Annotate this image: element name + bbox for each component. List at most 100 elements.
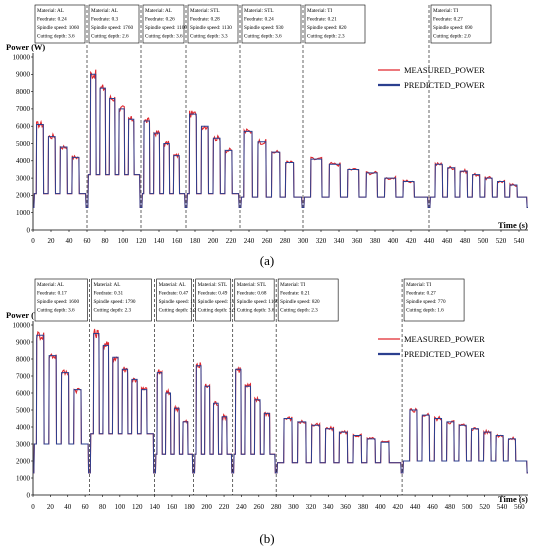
legend: MEASURED_POWER PREDICTED_POWER xyxy=(378,65,485,90)
param-box: Material: AL Feedrate: 0.17 Spindle speed:… xyxy=(34,278,88,322)
y-tick-label: 6000 xyxy=(16,389,31,397)
param-cutting-depth: Cutting depth: 2.0 xyxy=(433,34,471,40)
x-tick-label: 220 xyxy=(219,503,230,511)
x-tick-label: 120 xyxy=(136,237,147,245)
param-box: Material: AL Feedrate: 0.24 Spindle speed:… xyxy=(34,4,86,44)
chart-2: 0100020003000400050006000700080009000100… xyxy=(6,278,528,546)
y-tick-label: 1000 xyxy=(16,209,31,217)
x-tick-label: 220 xyxy=(226,237,237,245)
x-tick-label: 60 xyxy=(82,503,90,511)
y-tick-label: 0 xyxy=(27,226,31,234)
param-spindle-speed: Spindle speed: 690 xyxy=(433,25,473,31)
param-cutting-depth: Cutting depth: 3.3 xyxy=(190,34,228,40)
param-spindle-speed: Spindle speed: 1166 xyxy=(237,299,279,305)
x-tick-label: 40 xyxy=(66,237,74,245)
param-feedrate: Feedrate: 0.24 xyxy=(244,17,274,23)
series-predicted-power xyxy=(33,333,528,474)
x-tick-label: 520 xyxy=(479,503,490,511)
param-feedrate: Feedrate: 0.47 xyxy=(159,291,189,297)
param-material: Material: AL xyxy=(93,282,120,288)
x-tick-label: 440 xyxy=(424,237,435,245)
param-box-frame xyxy=(304,4,366,44)
param-cutting-depth: Cutting depth: 3.6 xyxy=(237,308,275,314)
x-tick-label: 100 xyxy=(118,237,129,245)
param-box-frame xyxy=(91,278,152,322)
param-cutting-depth: Cutting depth: 3.6 xyxy=(37,308,75,314)
param-feedrate: Feedrate: 0.27 xyxy=(406,291,436,297)
param-spindle-speed: Spindle speed: 1160 xyxy=(198,299,240,305)
param-box: Material: TI Feedrate: 0.27 Spindle speed:… xyxy=(430,4,492,44)
param-cutting-depth: Cutting depth: 2.3 xyxy=(93,308,131,314)
y-tick-label: 4000 xyxy=(16,423,31,431)
param-feedrate: Feedrate: 0.21 xyxy=(280,291,310,297)
param-box-frame xyxy=(403,278,465,322)
x-tick-label: 340 xyxy=(323,503,334,511)
x-tick-label: 180 xyxy=(184,503,195,511)
x-tick-label: 260 xyxy=(254,503,265,511)
x-tick-label: 340 xyxy=(334,237,345,245)
param-material: Material: TI xyxy=(433,8,458,14)
param-material: Material: TI xyxy=(307,8,332,14)
param-feedrate: Feedrate: 0.27 xyxy=(433,17,463,23)
param-box: Material: STL Feedrate: 0.24 Spindle speed… xyxy=(241,4,302,44)
y-tick-label: 3000 xyxy=(16,174,31,182)
legend-label: MEASURED_POWER xyxy=(404,65,485,75)
x-tick-label: 20 xyxy=(47,503,55,511)
x-tick-label: 80 xyxy=(102,237,110,245)
x-tick-label: 300 xyxy=(288,503,299,511)
param-box-frame xyxy=(34,4,86,44)
x-tick-label: 400 xyxy=(388,237,399,245)
param-feedrate: Feedrate: 0.68 xyxy=(237,291,267,297)
x-tick-label: 540 xyxy=(497,503,508,511)
param-material: Material: AL xyxy=(37,8,64,14)
param-feedrate: Feedrate: 0.31 xyxy=(93,291,123,297)
param-spindle-speed: Spindle speed: 820 xyxy=(307,25,347,31)
x-tick-label: 420 xyxy=(392,503,403,511)
param-box-frame xyxy=(187,4,239,44)
param-material: Material: TI xyxy=(406,282,431,288)
x-tick-label: 200 xyxy=(201,503,212,511)
param-feedrate: Feedrate: 0.28 xyxy=(190,17,220,23)
param-cutting-depth: Cutting depth: 3.3 xyxy=(198,308,236,314)
y-tick-label: 10000 xyxy=(13,53,31,61)
param-box-frame xyxy=(156,278,192,322)
param-feedrate: Feedrate: 0.49 xyxy=(198,291,228,297)
x-tick-label: 40 xyxy=(64,503,72,511)
legend-label: PREDICTED_POWER xyxy=(404,349,485,359)
param-box-frame xyxy=(142,4,185,44)
param-feedrate: Feedrate: 0.24 xyxy=(37,17,67,23)
x-tick-label: 320 xyxy=(316,237,327,245)
param-spindle-speed: Spindle speed: 1790 xyxy=(93,299,135,305)
x-tick-label: 380 xyxy=(358,503,369,511)
param-feedrate: Feedrate: 0.3 xyxy=(91,17,118,23)
param-material: Material: STL xyxy=(198,282,228,288)
param-box-frame xyxy=(88,4,140,44)
x-tick-label: 560 xyxy=(514,503,525,511)
param-material: Material: STL xyxy=(237,282,267,288)
param-spindle-speed: Spindle speed: 1060 xyxy=(37,25,79,31)
legend-label: MEASURED_POWER xyxy=(404,334,485,344)
y-axis-title: Power (W) xyxy=(6,310,45,320)
y-tick-label: 1000 xyxy=(16,474,31,482)
x-tick-label: 160 xyxy=(172,237,183,245)
x-tick-label: 280 xyxy=(271,503,282,511)
param-cutting-depth: Cutting depth: 3.6 xyxy=(145,34,183,40)
y-tick-label: 5000 xyxy=(16,406,31,414)
x-axis-title: Time (s) xyxy=(498,494,528,504)
x-tick-label: 500 xyxy=(462,503,473,511)
param-cutting-depth: Cutting depth: 2.6 xyxy=(91,34,129,40)
param-feedrate: Feedrate: 0.21 xyxy=(307,17,337,23)
x-tick-label: 460 xyxy=(427,503,438,511)
param-box: Material: AL Feedrate: 0.26 Spindle speed:… xyxy=(142,4,187,44)
param-spindle-speed: Spindle speed: 1600 xyxy=(37,299,79,305)
param-material: Material: STL xyxy=(190,8,220,14)
param-spindle-speed: Spindle speed: 770 xyxy=(406,299,446,305)
chart-1: 0100020003000400050006000700080009000100… xyxy=(6,4,528,268)
figure-caption: (a) xyxy=(260,253,274,268)
x-tick-label: 140 xyxy=(149,503,160,511)
param-box-frame xyxy=(430,4,492,44)
x-tick-label: 140 xyxy=(154,237,165,245)
param-box: Material: STL Feedrate: 0.68 Spindle speed… xyxy=(234,278,279,322)
x-tick-label: 420 xyxy=(406,237,417,245)
param-box-frame xyxy=(277,278,339,322)
